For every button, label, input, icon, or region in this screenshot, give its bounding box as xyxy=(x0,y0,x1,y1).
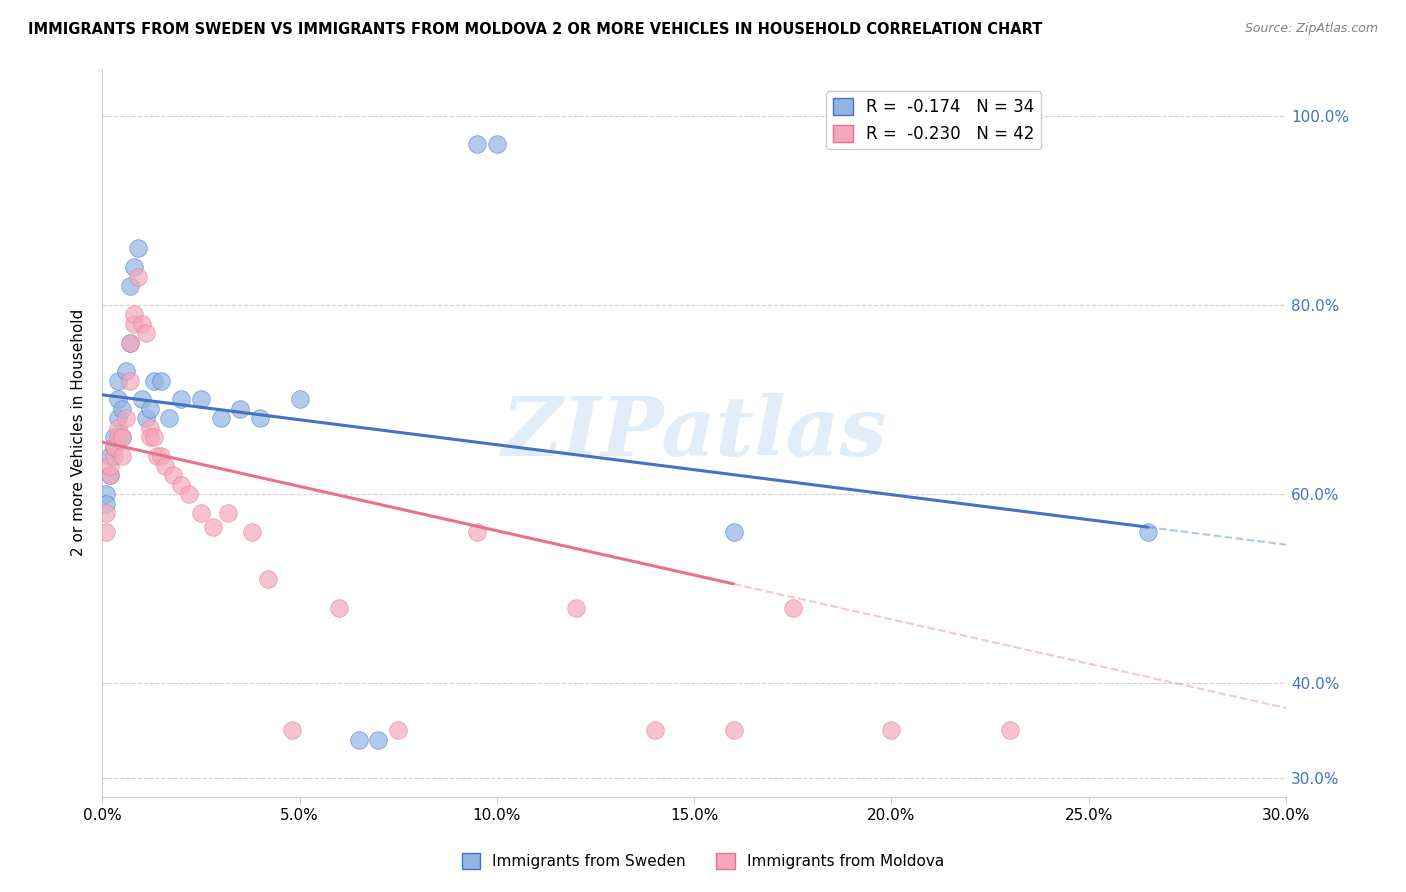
Point xyxy=(218,506,240,520)
Legend: Immigrants from Sweden, Immigrants from Moldova: Immigrants from Sweden, Immigrants from … xyxy=(456,847,950,875)
Point xyxy=(146,449,169,463)
Point xyxy=(103,440,125,454)
Point xyxy=(103,440,125,454)
Point xyxy=(142,374,165,388)
Point xyxy=(98,458,121,473)
Point xyxy=(111,401,134,416)
Point xyxy=(240,524,263,539)
Point xyxy=(96,506,118,520)
Point xyxy=(127,269,149,284)
Point xyxy=(190,392,212,407)
Point xyxy=(111,449,134,463)
Y-axis label: 2 or more Vehicles in Household: 2 or more Vehicles in Household xyxy=(72,309,86,557)
Point xyxy=(249,411,271,425)
Point xyxy=(115,364,138,378)
Point xyxy=(107,392,129,407)
Point xyxy=(157,411,180,425)
Point xyxy=(127,241,149,255)
Point xyxy=(177,487,200,501)
Point xyxy=(98,468,121,483)
Point xyxy=(111,430,134,444)
Point xyxy=(170,477,193,491)
Point xyxy=(122,317,145,331)
Point xyxy=(98,449,121,463)
Point xyxy=(118,335,141,350)
Point xyxy=(723,723,745,738)
Point xyxy=(387,723,409,738)
Point xyxy=(328,600,350,615)
Point xyxy=(162,468,184,483)
Point xyxy=(201,520,224,534)
Point xyxy=(138,421,160,435)
Point xyxy=(229,401,252,416)
Point xyxy=(96,496,118,510)
Text: Source: ZipAtlas.com: Source: ZipAtlas.com xyxy=(1244,22,1378,36)
Point xyxy=(96,524,118,539)
Point xyxy=(107,411,129,425)
Point xyxy=(564,600,586,615)
Point xyxy=(998,723,1021,738)
Point xyxy=(1136,524,1159,539)
Legend: R =  -0.174   N = 34, R =  -0.230   N = 42: R = -0.174 N = 34, R = -0.230 N = 42 xyxy=(825,91,1040,150)
Point xyxy=(103,430,125,444)
Point xyxy=(288,392,311,407)
Point xyxy=(142,430,165,444)
Point xyxy=(723,524,745,539)
Point xyxy=(880,723,903,738)
Point xyxy=(103,449,125,463)
Point xyxy=(170,392,193,407)
Point xyxy=(209,411,232,425)
Point xyxy=(465,524,488,539)
Point xyxy=(485,137,508,152)
Point xyxy=(131,392,153,407)
Point xyxy=(347,733,370,747)
Point xyxy=(190,506,212,520)
Point xyxy=(135,326,157,341)
Point xyxy=(122,260,145,274)
Point xyxy=(280,723,302,738)
Point xyxy=(155,458,177,473)
Point xyxy=(96,487,118,501)
Point xyxy=(107,421,129,435)
Point xyxy=(115,411,138,425)
Point xyxy=(782,600,804,615)
Point xyxy=(118,374,141,388)
Point xyxy=(367,733,389,747)
Point xyxy=(138,430,160,444)
Point xyxy=(122,307,145,321)
Point xyxy=(465,137,488,152)
Point xyxy=(257,572,280,586)
Point xyxy=(150,374,173,388)
Point xyxy=(118,335,141,350)
Point xyxy=(138,401,160,416)
Point xyxy=(135,411,157,425)
Point xyxy=(131,317,153,331)
Point xyxy=(118,279,141,293)
Point xyxy=(107,430,129,444)
Point xyxy=(98,468,121,483)
Point xyxy=(107,374,129,388)
Text: ZIPatlas: ZIPatlas xyxy=(502,392,887,473)
Text: IMMIGRANTS FROM SWEDEN VS IMMIGRANTS FROM MOLDOVA 2 OR MORE VEHICLES IN HOUSEHOL: IMMIGRANTS FROM SWEDEN VS IMMIGRANTS FRO… xyxy=(28,22,1042,37)
Point xyxy=(111,430,134,444)
Point xyxy=(644,723,666,738)
Point xyxy=(150,449,173,463)
